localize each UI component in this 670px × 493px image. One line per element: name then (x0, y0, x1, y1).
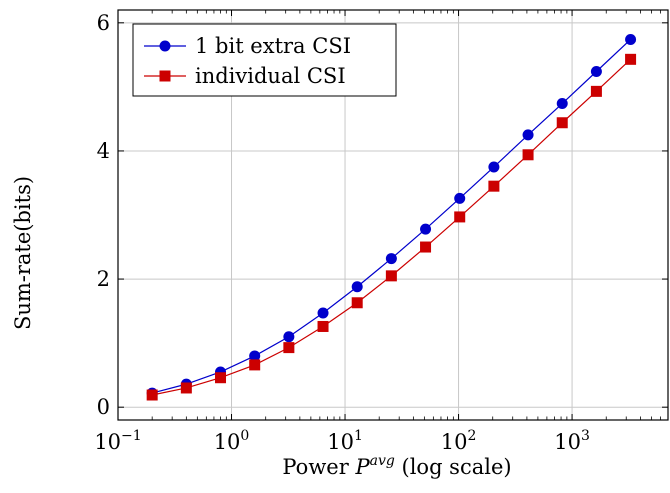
series-2-point (146, 389, 158, 401)
x-axis-label-text: Power (282, 455, 349, 479)
series-2-point (180, 382, 192, 394)
series-1-point (317, 307, 329, 319)
x-axis-label-suffix: (log scale) (402, 455, 512, 479)
series-2-point (215, 372, 227, 384)
y-tick-label: 0 (97, 395, 110, 419)
series-2-point (488, 180, 500, 192)
series-1-point (351, 281, 363, 293)
series-1-point (249, 350, 261, 362)
x-tick-label: 101 (327, 428, 363, 454)
x-tick-label: 103 (554, 428, 590, 454)
legend-label-2: individual CSI (195, 64, 346, 88)
y-tick-label: 6 (97, 11, 110, 35)
legend-label-1: 1 bit extra CSI (195, 34, 351, 58)
x-axis-label-superscript: avg (370, 453, 395, 469)
series-2-point (351, 297, 363, 309)
series-1-point (590, 66, 602, 77)
series-1-point (420, 223, 432, 235)
series-2-point (556, 117, 568, 129)
series-line-2 (152, 58, 631, 396)
series-1-point (625, 33, 637, 45)
series-2-point (420, 241, 432, 253)
legend-marker-1 (159, 40, 171, 52)
series-2-point (590, 85, 602, 97)
series-1-point (488, 161, 500, 173)
series-1-point (556, 98, 568, 110)
y-tick-label: 2 (97, 267, 110, 291)
x-tick-label: 100 (214, 428, 250, 454)
series-1-point (454, 192, 466, 204)
series-2-point (249, 359, 261, 371)
series-2-point (625, 53, 637, 65)
series-layer (146, 33, 637, 401)
legend-marker-2 (159, 70, 171, 82)
x-tick-label: 10−1 (94, 428, 141, 454)
series-2-point (283, 342, 295, 354)
series-2-point (385, 270, 397, 282)
x-tick-label: 102 (441, 428, 477, 454)
y-tick-label: 4 (97, 139, 110, 163)
y-axis-label: Sum-rate(bits) (11, 176, 35, 330)
series-1-point (385, 253, 397, 265)
x-axis-label-symbol: P (354, 455, 370, 479)
series-2-point (454, 211, 466, 223)
series-2-point (317, 320, 329, 332)
tick-labels: 10−1 100 101 102 103 0 2 4 6 (94, 11, 590, 454)
plot-frame (117, 9, 669, 421)
legend: 1 bit extra CSI individual CSI (132, 23, 397, 97)
legend-box (132, 23, 397, 97)
x-axis-label: Power Pavg (log scale) (282, 453, 511, 479)
series-1-point (283, 331, 295, 343)
series-1-point (522, 129, 534, 141)
series-2-point (522, 149, 534, 161)
